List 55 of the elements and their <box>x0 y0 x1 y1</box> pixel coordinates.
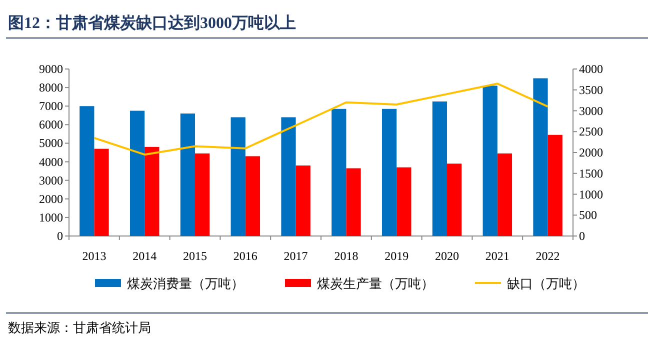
y2-tick-label: 3000 <box>579 104 603 118</box>
bar <box>296 165 310 236</box>
y-tick-label: 4000 <box>39 154 63 169</box>
y-tick-label: 1000 <box>39 210 63 224</box>
y2-tick-label: 0 <box>579 229 585 243</box>
bar <box>533 78 548 236</box>
bar <box>245 156 260 236</box>
x-tick-label: 2021 <box>485 249 510 263</box>
y-tick-label: 6000 <box>39 118 63 132</box>
legend-label: 煤炭生产量（万吨） <box>317 276 434 291</box>
y2-tick-label: 2500 <box>579 124 603 139</box>
y-tick-label: 0 <box>57 229 63 243</box>
bar <box>346 168 361 236</box>
bar <box>332 108 346 236</box>
y2-tick-label: 2000 <box>579 146 603 160</box>
y-tick-label: 8000 <box>39 80 63 95</box>
line-series <box>93 82 549 156</box>
y-tick-label: 2000 <box>39 192 63 206</box>
bar <box>382 108 397 236</box>
bar <box>497 153 512 236</box>
chart-title: 图12：甘肃省煤炭缺口达到3000万吨以上 <box>8 14 296 32</box>
y2-tick-label: 1500 <box>579 166 603 180</box>
x-tick-label: 2014 <box>132 249 157 263</box>
bar <box>396 167 412 236</box>
y2-tick-label: 500 <box>579 208 597 222</box>
x-tick-label: 2016 <box>233 249 258 263</box>
bar <box>130 110 145 236</box>
x-tick-label: 2017 <box>284 249 308 263</box>
bar <box>482 86 498 236</box>
bar <box>432 101 447 236</box>
bar <box>80 106 94 236</box>
source-note: 数据来源：甘肃省统计局 <box>8 320 151 335</box>
y-tick-label: 7000 <box>39 99 63 114</box>
x-tick-label: 2019 <box>384 249 409 263</box>
y-tick-label: 3000 <box>39 173 63 188</box>
bar <box>94 148 109 236</box>
legend-label: 缺口（万吨） <box>507 276 585 291</box>
bar <box>548 134 562 236</box>
x-tick-label: 2022 <box>536 249 560 263</box>
y-tick-label: 5000 <box>39 136 63 150</box>
y2-tick-label: 3500 <box>579 82 603 97</box>
x-tick-label: 2013 <box>82 249 106 263</box>
bar <box>195 153 210 236</box>
y2-tick-label: 4000 <box>579 62 603 76</box>
bar <box>230 117 246 236</box>
x-tick-label: 2020 <box>435 249 459 263</box>
bar <box>144 146 160 236</box>
bar <box>447 164 462 236</box>
y-tick-label: 9000 <box>39 62 63 76</box>
bar <box>180 114 195 236</box>
x-tick-label: 2018 <box>334 249 358 263</box>
legend-label: 煤炭消费量（万吨） <box>127 276 244 291</box>
y2-tick-label: 1000 <box>579 187 603 202</box>
bar <box>281 117 296 236</box>
x-tick-label: 2015 <box>183 249 207 263</box>
